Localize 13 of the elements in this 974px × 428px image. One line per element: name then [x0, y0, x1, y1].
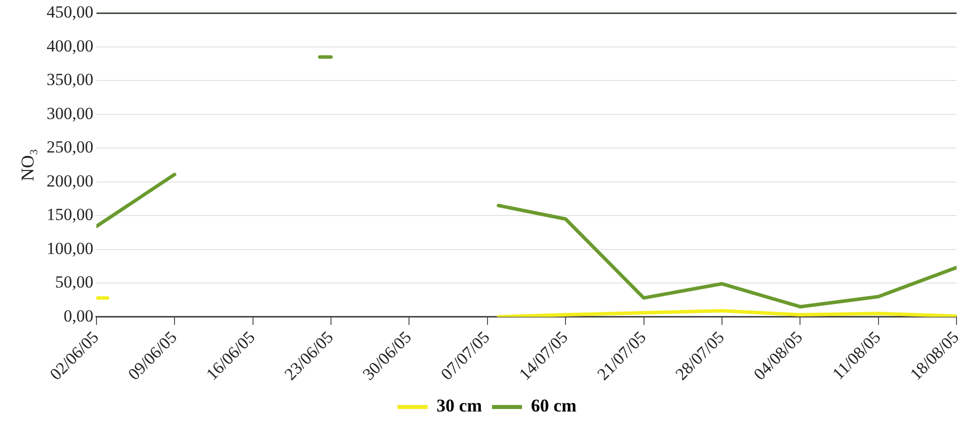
y-tick-label: 450,00: [46, 2, 94, 22]
y-tick-label: 150,00: [46, 205, 94, 224]
legend-label: 60 cm: [531, 396, 576, 416]
y-tick-label: 400,00: [46, 36, 94, 56]
y-tick-label: 250,00: [46, 138, 94, 157]
y-tick-label: 350,00: [46, 70, 94, 90]
y-axis-title: NO₃: [18, 148, 38, 182]
y-tick-label: 200,00: [46, 171, 94, 190]
y-tick-label: 50,00: [55, 272, 94, 292]
y-tick-label: 300,00: [46, 104, 94, 123]
y-tick-label: 100,00: [46, 238, 94, 258]
legend-label: 30 cm: [436, 396, 482, 416]
y-tick-label: 0,00: [64, 306, 94, 326]
